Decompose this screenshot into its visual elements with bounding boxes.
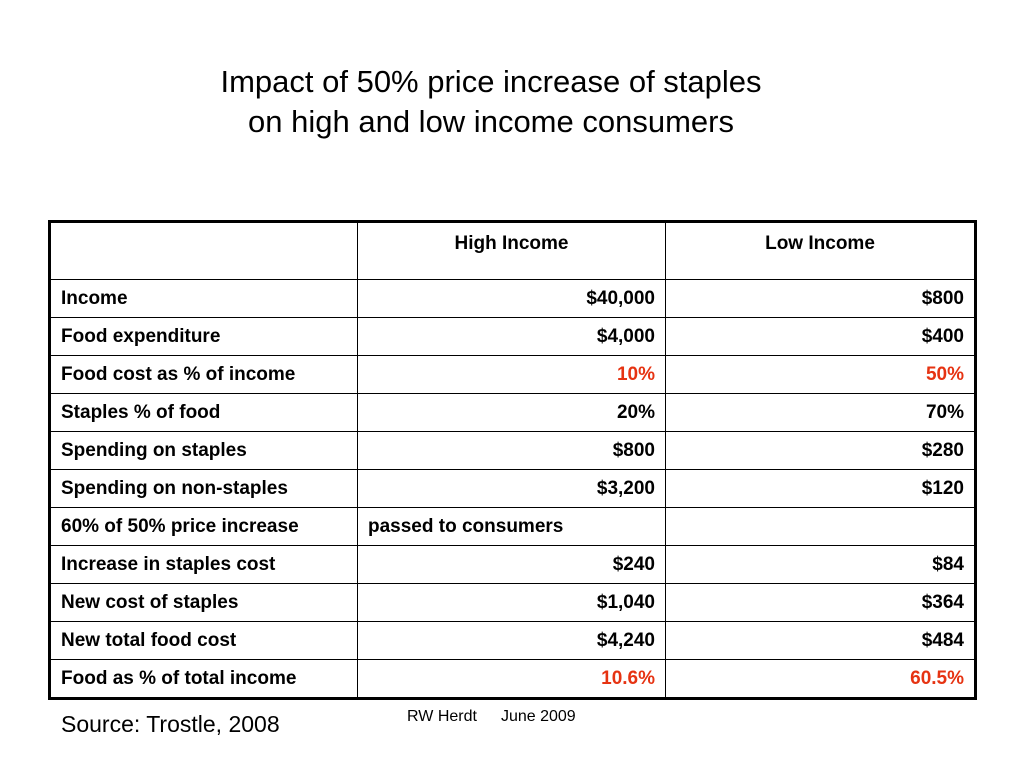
low-income-value: $84 xyxy=(665,545,976,584)
row-label: Spending on non-staples xyxy=(49,469,358,508)
high-income-value: 20% xyxy=(357,393,666,432)
low-income-value: $400 xyxy=(665,317,976,356)
high-income-value: $4,000 xyxy=(357,317,666,356)
comparison-table: High Income Low Income Income $40,000 $8… xyxy=(48,220,977,700)
high-income-value: 10% xyxy=(357,355,666,394)
row-label: New total food cost xyxy=(49,621,358,660)
high-income-value: $3,200 xyxy=(357,469,666,508)
low-income-value: $364 xyxy=(665,583,976,622)
high-income-value: $1,040 xyxy=(357,583,666,622)
table-row: Food expenditure $4,000 $400 xyxy=(49,317,976,356)
slide-footer: RW Herdt June 2009 xyxy=(407,708,576,726)
high-income-value: 10.6% xyxy=(357,659,666,699)
row-label: Food as % of total income xyxy=(49,659,358,699)
table-row: Food as % of total income 10.6% 60.5% xyxy=(49,659,976,699)
row-label: Income xyxy=(49,279,358,318)
table-row: Increase in staples cost $240 $84 xyxy=(49,545,976,584)
row-label: Increase in staples cost xyxy=(49,545,358,584)
row-label: New cost of staples xyxy=(49,583,358,622)
header-blank xyxy=(49,221,358,280)
high-income-value: $40,000 xyxy=(357,279,666,318)
table-row: Food cost as % of income 10% 50% xyxy=(49,355,976,394)
high-income-value: $240 xyxy=(357,545,666,584)
footer-date: June 2009 xyxy=(500,708,576,725)
row-label: Spending on staples xyxy=(49,431,358,470)
row-label: 60% of 50% price increase xyxy=(49,507,358,546)
table-row: 60% of 50% price increase passed to cons… xyxy=(49,507,976,546)
table-header-row: High Income Low Income xyxy=(49,221,976,280)
low-income-value: 50% xyxy=(665,355,976,394)
title-line-1: Impact of 50% price increase of staples xyxy=(220,64,762,99)
low-income-value: $800 xyxy=(665,279,976,318)
row-label: Food cost as % of income xyxy=(49,355,358,394)
source-citation: Source: Trostle, 2008 xyxy=(61,711,280,737)
row-label: Food expenditure xyxy=(49,317,358,356)
low-income-value: $280 xyxy=(665,431,976,470)
table-row: Staples % of food 20% 70% xyxy=(49,393,976,432)
low-income-value: $120 xyxy=(665,469,976,508)
low-income-value: 70% xyxy=(665,393,976,432)
footer-author: RW Herdt xyxy=(407,708,477,725)
low-income-value: $484 xyxy=(665,621,976,660)
table-row: Spending on non-staples $3,200 $120 xyxy=(49,469,976,508)
high-income-value: passed to consumers xyxy=(357,507,666,546)
title-line-2: on high and low income consumers xyxy=(248,104,734,139)
table-row: New cost of staples $1,040 $364 xyxy=(49,583,976,622)
high-income-value: $4,240 xyxy=(357,621,666,660)
table-row: New total food cost $4,240 $484 xyxy=(49,621,976,660)
header-low-income: Low Income xyxy=(665,221,976,280)
slide-title: Impact of 50% price increase of staples … xyxy=(0,62,982,142)
table-row: Income $40,000 $800 xyxy=(49,279,976,318)
low-income-value xyxy=(665,507,976,546)
table-row: Spending on staples $800 $280 xyxy=(49,431,976,470)
header-high-income: High Income xyxy=(357,221,666,280)
row-label: Staples % of food xyxy=(49,393,358,432)
low-income-value: 60.5% xyxy=(665,659,976,699)
high-income-value: $800 xyxy=(357,431,666,470)
